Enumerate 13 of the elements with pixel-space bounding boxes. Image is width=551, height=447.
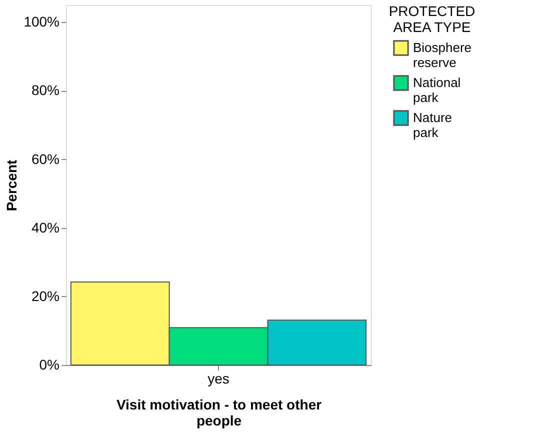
y-axis-title: Percent [4,159,20,212]
x-axis-title: Visit motivation - to meet other people [116,396,322,428]
legend-title: PROTECTED AREA TYPE [388,3,476,35]
legend-label: National park [413,75,461,105]
y-tick-label: 20% [31,288,60,304]
legend-label: Nature park [413,110,452,140]
legend-label: Biosphere reserve [413,40,472,70]
y-tick-label: 100% [24,14,60,30]
y-tick-label: 0% [39,356,60,372]
y-tick-label: 40% [31,219,60,236]
x-tick-label: yes [208,370,230,386]
y-tick-label: 60% [31,150,60,167]
y-tick-label: 80% [31,82,60,98]
